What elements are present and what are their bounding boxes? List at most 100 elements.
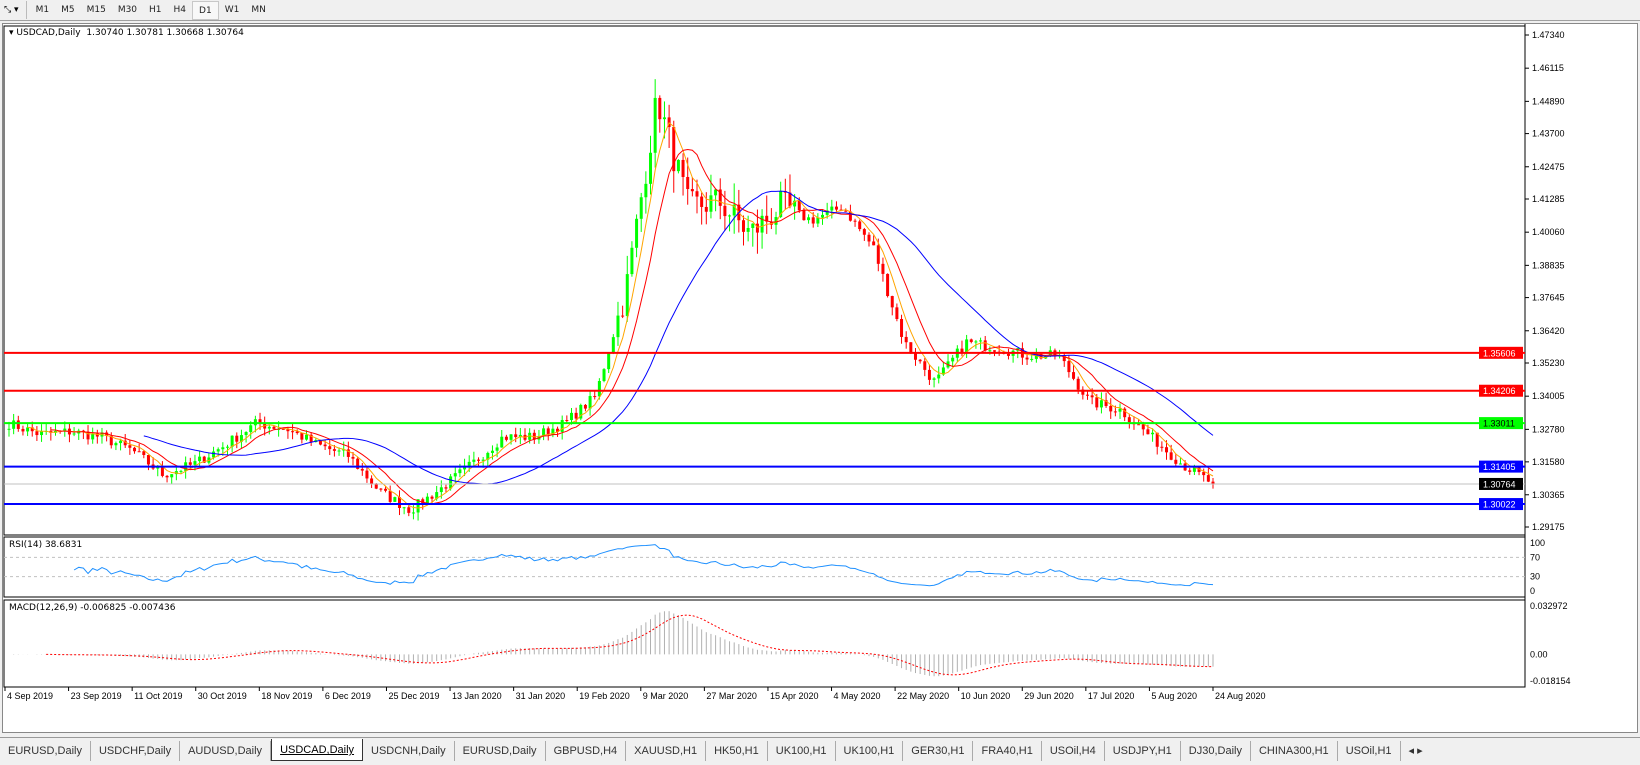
y-tick-label: 1.35230 (1532, 358, 1565, 368)
candle-body (272, 426, 276, 429)
candle-body (1118, 408, 1122, 412)
chart-tab[interactable]: HK50,H1 (706, 741, 768, 761)
x-tick-label: 22 May 2020 (897, 691, 949, 701)
y-tick-label: 1.38835 (1532, 260, 1565, 270)
candle-body (449, 476, 453, 489)
candle-body (913, 353, 917, 360)
candle-body (951, 357, 955, 362)
chart-tabs: EURUSD,Daily USDCHF,Daily AUDUSD,Daily USDC… (0, 737, 1640, 761)
chart-tab[interactable]: EURUSD,Daily (0, 741, 91, 761)
candle-body (862, 229, 866, 235)
candle-body (1099, 400, 1103, 408)
chart-tab[interactable]: USDJPY,H1 (1105, 741, 1181, 761)
timeframe-D1[interactable]: D1 (192, 0, 219, 20)
candle-body (472, 459, 476, 462)
candle-body (765, 215, 769, 222)
chart-canvas[interactable]: 1.47340 1.46115 1.44890 1.43700 1.42475 1.412… (3, 24, 1639, 734)
candle-body (923, 361, 927, 370)
timeframe-M15[interactable]: M15 (86, 4, 106, 15)
rsi-scale-label: 70 (1530, 552, 1540, 562)
candle-body (1202, 471, 1206, 476)
x-tick-label: 11 Oct 2019 (134, 691, 182, 701)
y-tick-label: 1.44890 (1532, 96, 1565, 106)
candle-body (532, 432, 536, 440)
candle-body (635, 218, 639, 248)
chart-tab[interactable]: DJ30,Daily (1181, 741, 1251, 761)
candle-body (360, 468, 364, 471)
x-tick-label: 15 Apr 2020 (770, 691, 819, 701)
candle-body (393, 497, 397, 502)
candle-body (895, 307, 899, 319)
chart-tab[interactable]: UK100,H1 (836, 741, 904, 761)
chart-tab[interactable]: FRA40,H1 (973, 741, 1042, 761)
candle-body (504, 436, 508, 440)
candle-body (258, 419, 262, 424)
candle-body (1113, 411, 1117, 413)
candle-body (611, 337, 615, 354)
chart-tab[interactable]: AUDUSD,Daily (180, 741, 272, 761)
timeframe-W1[interactable]: W1 (224, 4, 240, 15)
chart-tab[interactable]: EURUSD,Daily (455, 741, 546, 761)
candle-body (988, 350, 992, 352)
candle-body (1109, 405, 1113, 412)
candle-body (267, 426, 271, 429)
candle-body (867, 234, 871, 242)
candle-body (300, 433, 304, 440)
candle-body (593, 396, 597, 398)
candle-body (630, 247, 634, 275)
candle-body (1025, 357, 1029, 360)
draw-tools-icon[interactable]: ⤡ ▾ (4, 5, 19, 15)
chart-window[interactable]: 1.47340 1.46115 1.44890 1.43700 1.42475 1.412… (2, 23, 1638, 733)
current-price-label: 1.30764 (1483, 479, 1516, 489)
candle-body (21, 428, 25, 432)
candle-body (830, 206, 834, 211)
timeframe-H1[interactable]: H1 (149, 4, 162, 15)
rsi-line (73, 544, 1214, 587)
chart-tab[interactable]: USDCHF,Daily (91, 741, 181, 761)
candle-body (607, 353, 611, 370)
candle-body (430, 496, 434, 499)
y-tick-label: 1.36420 (1532, 326, 1565, 336)
x-tick-label: 25 Dec 2019 (388, 691, 439, 701)
timeframe-H4[interactable]: H4 (173, 4, 187, 15)
chart-tab[interactable]: GBPUSD,H4 (546, 741, 627, 761)
candle-body (365, 470, 369, 479)
x-tick-label: 10 Jun 2020 (961, 691, 1011, 701)
candle-body (198, 456, 202, 462)
candle-body (1146, 429, 1150, 435)
candle-body (649, 152, 653, 184)
level-price-label: 1.35606 (1483, 348, 1516, 358)
candle-body (1197, 467, 1201, 472)
candle-body (26, 427, 30, 432)
candle-body (653, 97, 657, 153)
chart-tab[interactable]: XAUUSD,H1 (626, 741, 707, 761)
candle-body (351, 456, 355, 459)
chart-tab[interactable]: GER30,H1 (903, 741, 974, 761)
candle-body (1076, 378, 1080, 390)
y-tick-label: 1.41285 (1532, 194, 1565, 204)
chart-tab[interactable]: USDCNH,Daily (363, 741, 455, 761)
tab-scroll-arrows[interactable]: ◂ ▸ (1408, 745, 1423, 757)
candle-body (751, 223, 755, 228)
moving-average-10 (50, 149, 1214, 505)
candle-body (193, 461, 197, 465)
chart-tab[interactable]: USDCAD,Daily (271, 739, 364, 761)
timeframe-M5[interactable]: M5 (61, 4, 75, 15)
candle-body (1081, 389, 1085, 395)
timeframe-M30[interactable]: M30 (117, 4, 138, 15)
candle-body (858, 221, 862, 230)
timeframe-M1[interactable]: M1 (35, 4, 50, 15)
panel-border (3, 599, 1526, 688)
candle-body (86, 431, 90, 440)
chart-tab[interactable]: UK100,H1 (768, 741, 836, 761)
y-tick-label: 1.46115 (1532, 63, 1564, 73)
timeframe-MN[interactable]: MN (251, 4, 266, 15)
x-tick-label: 17 Jul 2020 (1088, 691, 1135, 701)
chart-tab[interactable]: USOil,H1 (1338, 741, 1401, 761)
chart-tab[interactable]: CHINA300,H1 (1251, 741, 1338, 761)
chart-tab[interactable]: USOil,H4 (1042, 741, 1105, 761)
candle-body (518, 434, 522, 438)
level-price-tag (1479, 346, 1523, 359)
candle-body (1123, 408, 1127, 418)
candle-body (583, 404, 587, 409)
